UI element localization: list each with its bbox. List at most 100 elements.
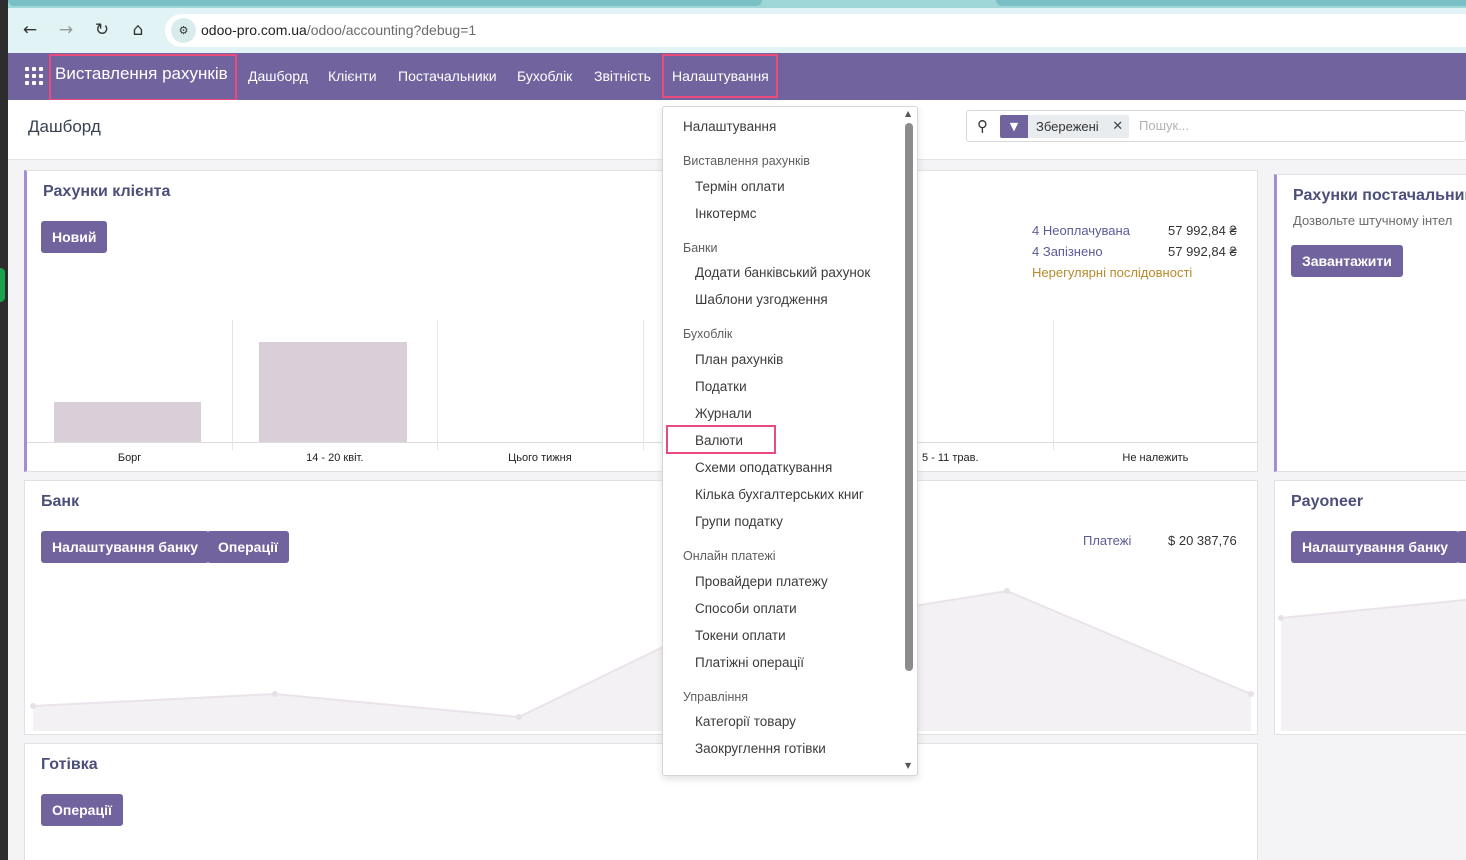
chart-point [1248,691,1254,697]
dd-item-multi-ledger[interactable]: Кілька бухгалтерських книг [695,487,864,502]
url-path: /odoo/accounting?debug=1 [306,22,477,38]
bank-settings-button[interactable]: Налаштування банку [41,531,210,563]
bank-card: Банк Налаштування банку Операції Платежі… [24,480,1258,735]
url-host: odoo-pro.com.ua [201,22,307,38]
dd-item-payment-providers[interactable]: Провайдери платежу [695,574,828,589]
highlight-configuration [662,54,778,98]
chart-point [516,714,522,720]
card-title[interactable]: Рахунки клієнта [43,183,171,200]
stat-late-label[interactable]: 4 Запізнено [1032,244,1103,259]
chart-gridline [437,320,439,450]
highlight-currencies [666,425,776,454]
control-panel: Дашборд ⚲ ▼ Збережені ✕ Пошук... [8,100,1466,160]
card-title[interactable]: Банк [41,493,80,510]
dd-item-currencies[interactable]: Валюти [695,433,743,448]
bank-operations-button[interactable]: Операції [207,531,289,563]
menu-vendors[interactable]: Постачальники [398,68,497,84]
chart-area-fill [1281,599,1466,731]
chart-point [1278,615,1284,621]
chart-bar[interactable] [53,402,202,442]
chart-x-label: 5 - 11 трав. [921,452,979,464]
bank-line-chart [30,588,1254,731]
app-title[interactable]: Виставлення рахунків [55,64,228,83]
forward-icon[interactable]: → [58,20,74,40]
menu-reporting[interactable]: Звітність [594,68,651,84]
chart-area-fill [33,591,1251,731]
card-title[interactable]: Готівка [41,756,98,773]
home-icon[interactable]: ⌂ [132,20,144,40]
chart-point [1004,588,1010,594]
scroll-down-icon[interactable]: ▼ [905,761,912,770]
search-facet[interactable]: ▼ Збережені ✕ [1000,115,1129,138]
dd-item-add-bank-account[interactable]: Додати банківський рахунок [695,265,871,280]
menu-accounting[interactable]: Бухоблік [517,68,573,84]
chart-x-label: 14 - 20 квіт. [306,452,364,464]
dd-item-payment-transactions[interactable]: Платіжні операції [695,655,805,670]
remove-facet-icon[interactable]: ✕ [1112,119,1124,134]
chart-bar[interactable] [258,342,407,442]
upload-button[interactable]: Завантажити [1291,245,1403,277]
url-field[interactable]: ⚙ odoo-pro.com.ua/odoo/accounting?debug=… [165,14,1466,47]
address-bar: ← → ↻ ⌂ ⚙ odoo-pro.com.ua/odoo/accountin… [8,8,1466,53]
dropdown-scrollbar[interactable] [905,123,913,671]
cash-card: Готівка Операції [24,743,1258,860]
payments-label[interactable]: Платежі [1083,533,1132,548]
chart-gridline [642,320,644,450]
dd-item-payment-tokens[interactable]: Токени оплати [695,628,786,643]
dd-item-payment-methods[interactable]: Способи оплати [695,601,797,616]
dd-item-incoterms[interactable]: Інкотермс [695,206,757,221]
browser-tab[interactable] [996,0,1466,6]
stat-late-value: 57 992,84 ₴ [1168,244,1237,259]
card-subtitle: Дозвольте штучному інтел [1293,213,1453,228]
payments-value: $ 20 387,76 [1168,533,1237,548]
stat-unpaid-label[interactable]: 4 Неоплачувана [1032,223,1130,238]
back-icon[interactable]: ← [22,20,38,40]
search-icon[interactable]: ⚲ [977,117,988,135]
dd-item-taxes[interactable]: Податки [695,379,747,394]
irregular-sequences-link[interactable]: Нерегулярні послідовності [1032,265,1193,280]
dd-item-settings[interactable]: Налаштування [683,119,777,134]
dd-item-reconciliation-models[interactable]: Шаблони узгодження [695,292,828,307]
facet-label: Збережені [1036,119,1099,134]
new-invoice-button[interactable]: Новий [41,221,108,253]
dd-item-journals[interactable]: Журнали [695,406,752,421]
scroll-up-icon[interactable]: ▲ [905,109,912,118]
payoneer-more-button[interactable] [1457,531,1466,563]
card-title[interactable]: Payoneer [1291,493,1364,510]
indicator-dot [0,268,5,302]
breadcrumb: Дашборд [28,117,101,136]
dd-item-payment-terms[interactable]: Термін оплати [695,179,785,194]
payoneer-settings-button[interactable]: Налаштування банку [1291,531,1460,563]
dd-item-chart-of-accounts[interactable]: План рахунків [695,352,784,367]
site-info-icon[interactable]: ⚙ [171,18,196,43]
browser-tabstrip [0,0,1466,8]
dd-section-header: Онлайн платежі [683,549,776,563]
configuration-dropdown: ▲ ▼ Налаштування Виставлення рахунків Те… [662,106,918,776]
url-text: odoo-pro.com.ua/odoo/accounting?debug=1 [201,22,476,38]
search-input[interactable]: Пошук... [1139,118,1190,133]
top-navbar: Виставлення рахунків Дашборд Клієнти Пос… [8,53,1466,101]
chart-x-label: Цього тижня [508,452,572,464]
dd-item-cash-rounding[interactable]: Заокруглення готівки [695,741,826,756]
chart-line [1280,598,1466,619]
menu-configuration[interactable]: Налаштування [672,68,769,84]
stat-unpaid-value: 57 992,84 ₴ [1168,223,1237,238]
apps-grid-icon[interactable] [25,67,43,85]
dd-item-product-categories[interactable]: Категорії товару [695,714,796,729]
menu-dashboard[interactable]: Дашборд [248,68,308,84]
browser-tab[interactable] [8,0,762,6]
chart-line [32,589,1252,719]
cash-operations-button[interactable]: Операції [41,794,123,826]
dd-item-tax-groups[interactable]: Групи податку [695,514,783,529]
card-title[interactable]: Рахунки постачальник [1293,187,1466,204]
highlight-app-title [49,54,237,101]
search-box[interactable]: ⚲ ▼ Збережені ✕ Пошук... [966,110,1466,142]
dd-section-header: Виставлення рахунків [683,154,810,168]
reload-icon[interactable]: ↻ [94,20,110,40]
chart-point [30,703,36,709]
vendor-bills-card: Рахунки постачальник Дозвольте штучному … [1274,174,1466,472]
dd-section-header: Управління [683,690,749,704]
dd-item-fiscal-positions[interactable]: Схеми оподаткування [695,460,833,475]
menu-customers[interactable]: Клієнти [328,68,377,84]
customer-invoices-card: Рахунки клієнта Новий 4 Неоплачувана 57 … [24,170,1258,472]
